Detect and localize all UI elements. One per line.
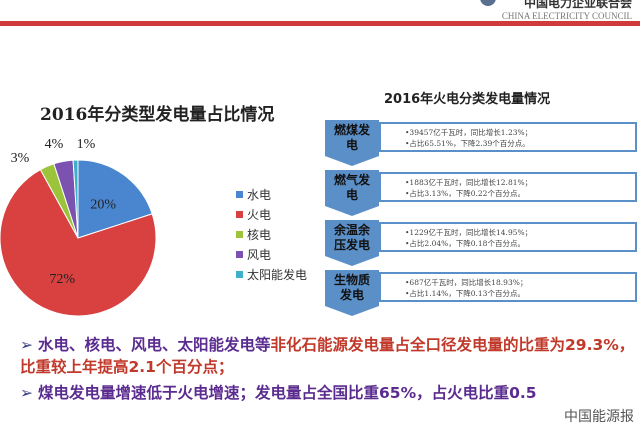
row-line-2: •占比65.51%，下降2.39个百分点。 xyxy=(405,139,530,148)
thermal-row: 燃气发电 •1883亿千瓦时，同比增长12.81%； •占比3.13%，下降0.22… xyxy=(325,170,637,216)
bullet-1-text: 水电、核电、风电、太阳能发电等 xyxy=(38,336,271,354)
chevron-down-icon xyxy=(325,206,379,216)
logo-en: CHINA ELECTRICITY COUNCIL xyxy=(501,11,632,21)
pie-label-4: 1% xyxy=(77,137,96,152)
row-line-2: •占比2.04%，下降0.18个百分点。 xyxy=(405,239,525,248)
row-label: 生物质发电 xyxy=(325,270,379,306)
chevron-down-icon xyxy=(325,306,379,316)
watermark: 中国能源报 xyxy=(564,409,634,425)
pie-slice-4 xyxy=(72,159,79,239)
row-line-1: •1229亿千瓦时，同比增长14.95%； xyxy=(405,228,533,237)
legend-swatch xyxy=(236,230,243,238)
logo: 中国电力企业联合会 CHINA ELECTRICITY COUNCIL xyxy=(479,0,632,21)
legend-swatch xyxy=(236,250,243,258)
legend-label: 风电 xyxy=(247,247,272,262)
pie-label-0: 20% xyxy=(90,197,116,212)
legend-swatch xyxy=(236,270,243,278)
bullet-arrow-icon: ➢ xyxy=(20,336,33,354)
bullet-1: ➢ 水电、核电、风电、太阳能发电等非化石能源发电量占全口径发电量的比重为29.3%… xyxy=(20,334,640,378)
row-line-1: •687亿千瓦时，同比增长18.93%； xyxy=(405,278,528,287)
row-line-2: •占比3.13%，下降0.22个百分点。 xyxy=(405,189,525,198)
thermal-row: 余温余压发电 •1229亿千瓦时，同比增长14.95%； •占比2.04%，下降0.… xyxy=(325,220,637,266)
row-detail: •1229亿千瓦时，同比增长14.95%； •占比2.04%，下降0.18个百分点… xyxy=(379,222,637,252)
pie-legend: 水电火电核电风电太阳能发电 xyxy=(236,184,307,284)
row-label: 燃煤发电 xyxy=(325,120,379,156)
legend-label: 水电 xyxy=(247,187,272,202)
row-label: 余温余压发电 xyxy=(325,220,379,256)
thermal-title: 2016年火电分类发电量情况 xyxy=(384,92,551,107)
pie-chart: 20% 72% 3% 4% 1% xyxy=(0,137,157,317)
legend-swatch xyxy=(236,210,243,218)
pie-slice-0 xyxy=(77,159,153,239)
legend-label: 核电 xyxy=(247,227,272,242)
bullet-2: ➢ 煤电发电量增速低于火电增速；发电量占全国比重65%，占火电比重0.5 xyxy=(20,382,640,404)
pie-label-3: 4% xyxy=(45,137,64,152)
bullet-arrow-icon: ➢ xyxy=(20,384,33,402)
summary-bullets: ➢ 水电、核电、风电、太阳能发电等非化石能源发电量占全口径发电量的比重为29.3%… xyxy=(20,334,640,408)
bullet-2-text: 煤电发电量增速低于火电增速；发电量占全国比重65%，占火电比重0.5 xyxy=(38,384,537,402)
pie-label-2: 3% xyxy=(11,151,30,166)
row-label: 燃气发电 xyxy=(325,170,379,206)
row-detail: •39457亿千瓦时，同比增长1.23%； •占比65.51%，下降2.39个百分… xyxy=(379,122,637,152)
chevron-down-icon xyxy=(325,156,379,166)
legend-item: 太阳能发电 xyxy=(236,264,307,284)
pie-title: 2016年分类型发电量占比情况 xyxy=(40,105,275,125)
row-line-1: •39457亿千瓦时，同比增长1.23%； xyxy=(405,128,533,137)
legend-item: 核电 xyxy=(236,224,307,244)
row-line-1: •1883亿千瓦时，同比增长12.81%； xyxy=(405,178,533,187)
row-detail: •1883亿千瓦时，同比增长12.81%； •占比3.13%，下降0.22个百分点… xyxy=(379,172,637,202)
logo-icon xyxy=(479,0,496,6)
legend-item: 风电 xyxy=(236,244,307,264)
row-detail: •687亿千瓦时，同比增长18.93%； •占比1.14%，下降0.13个百分点。 xyxy=(379,272,637,302)
logo-cn: 中国电力企业联合会 xyxy=(523,0,632,10)
thermal-row: 燃煤发电 •39457亿千瓦时，同比增长1.23%； •占比65.51%，下降2.3… xyxy=(325,120,637,166)
legend-swatch xyxy=(236,190,243,198)
legend-item: 火电 xyxy=(236,204,307,224)
legend-item: 水电 xyxy=(236,184,307,204)
row-line-2: •占比1.14%，下降0.13个百分点。 xyxy=(405,289,525,298)
bullet-1-highlight: 非化石能源发电量占全口径发电量的比重为29.3%，比重较上年提高2.1个百分点； xyxy=(20,336,635,376)
thermal-row: 生物质发电 •687亿千瓦时，同比增长18.93%； •占比1.14%，下降0.13… xyxy=(325,270,637,316)
legend-label: 火电 xyxy=(247,207,272,222)
legend-label: 太阳能发电 xyxy=(247,267,308,282)
pie-slice-1 xyxy=(0,168,157,317)
pie-label-1: 72% xyxy=(49,272,75,287)
header-accent-line xyxy=(0,21,640,26)
chevron-down-icon xyxy=(325,256,379,266)
